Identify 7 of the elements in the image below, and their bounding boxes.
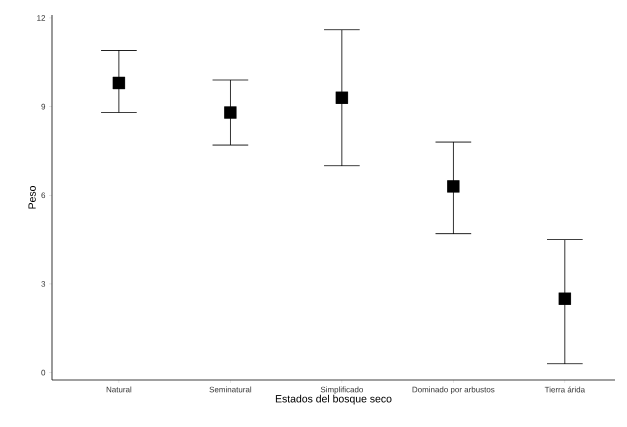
point — [224, 106, 237, 119]
point — [447, 180, 460, 193]
point — [112, 76, 126, 90]
x-axis-title: Estados del bosque seco — [276, 394, 392, 405]
point — [336, 92, 348, 104]
point — [558, 292, 572, 305]
y-axis-title: Peso — [28, 186, 36, 209]
